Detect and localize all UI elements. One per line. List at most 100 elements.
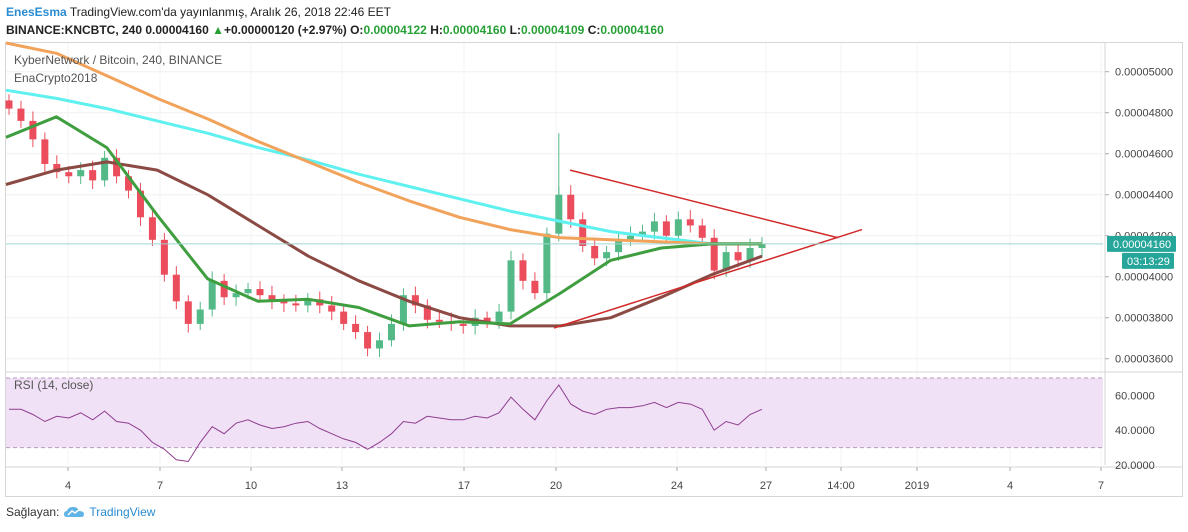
time-tick-label: 24 xyxy=(671,480,683,492)
time-tick-label: 10 xyxy=(245,480,257,492)
rsi-label: RSI (14, close) xyxy=(14,378,94,392)
price-tick-label: 0.00005000 xyxy=(1115,67,1173,79)
candle-body xyxy=(29,120,37,140)
candle-body xyxy=(232,293,240,298)
author-name[interactable]: EnesEsma xyxy=(6,5,67,19)
price-chart[interactable]: 0.00005000 0.00004800 0.00004600 0.00004400… xyxy=(0,0,1188,500)
low-label: L: xyxy=(509,23,521,37)
published-text: TradingView.com'da yayınlanmış, Aralık 2… xyxy=(66,5,391,19)
moving-average-0 xyxy=(5,88,762,246)
publish-line: EnesEsma TradingView.com'da yayınlanmış,… xyxy=(6,5,391,19)
candle-body xyxy=(17,108,25,121)
moving-average-2 xyxy=(5,160,763,328)
candle-body xyxy=(519,260,527,281)
candle-body xyxy=(101,157,109,181)
candle-body xyxy=(256,289,264,296)
candle-body xyxy=(459,323,467,326)
rsi-tick-label: 20.0000 xyxy=(1115,460,1155,472)
candle-body xyxy=(304,299,312,306)
candles xyxy=(5,94,766,358)
candle-body xyxy=(615,239,623,253)
price-tick-label: 0.00004800 xyxy=(1115,108,1173,120)
candle-body xyxy=(340,311,348,324)
last-price-tag xyxy=(1107,235,1176,252)
price-tick-label: 0.00003800 xyxy=(1115,313,1173,325)
candle-body xyxy=(627,235,635,240)
candle-body xyxy=(160,239,168,275)
close-value: 0.00004160 xyxy=(600,23,664,37)
candle-body xyxy=(698,225,706,238)
candle-body xyxy=(483,317,491,322)
candle-body xyxy=(579,219,587,246)
up-arrow-icon: ▲ xyxy=(212,23,224,37)
candle-body xyxy=(555,194,563,234)
moving-average-3 xyxy=(5,115,762,328)
chart-title: KyberNetwork / Bitcoin, 240, BINANCE xyxy=(14,53,223,67)
change-text: +0.00000120 (+2.97%) xyxy=(223,23,347,37)
countdown-label: 03:13:29 xyxy=(1127,256,1170,268)
candle-body xyxy=(495,311,503,322)
tradingview-brand[interactable]: TradingView xyxy=(89,505,156,519)
candle-body xyxy=(244,289,252,294)
time-tick-label: 13 xyxy=(336,480,348,492)
open-value: 0.00004122 xyxy=(363,23,427,37)
candle-body xyxy=(734,252,742,261)
candle-body xyxy=(184,301,192,324)
candle-body xyxy=(722,252,730,271)
time-tick-label: 27 xyxy=(760,480,772,492)
trendline-lower xyxy=(553,228,863,329)
moving-average-1 xyxy=(5,41,762,246)
candle-body xyxy=(53,163,61,173)
time-tick-label: 2019 xyxy=(905,480,929,492)
candle-body xyxy=(758,243,766,249)
candle-body xyxy=(710,237,718,271)
candle-body xyxy=(746,248,754,261)
candle-body xyxy=(292,303,300,306)
time-tick-label: 7 xyxy=(1098,480,1104,492)
candle-body xyxy=(411,295,419,306)
candle-body xyxy=(328,305,336,312)
candle-body xyxy=(125,176,133,191)
rsi-band xyxy=(6,378,1103,448)
candle-body xyxy=(399,295,407,324)
high-label: H: xyxy=(430,23,443,37)
chart-subtitle: EnaCrypto2018 xyxy=(14,71,98,85)
symbol-prefix: BINANCE:KNCBTC, 240 0.00004160 xyxy=(6,23,213,37)
candle-body xyxy=(591,245,599,259)
candle-body xyxy=(662,221,670,236)
high-value: 0.00004160 xyxy=(442,23,507,37)
time-tick-label: 20 xyxy=(550,480,562,492)
close-label: C: xyxy=(587,23,601,37)
price-tick-label: 0.00004400 xyxy=(1115,190,1173,202)
candle-body xyxy=(148,217,156,240)
time-tick-label: 4 xyxy=(65,480,71,492)
candle-body xyxy=(543,233,551,294)
open-label: O: xyxy=(350,23,364,37)
candle-body xyxy=(268,295,276,302)
time-tick-label: 17 xyxy=(458,480,470,492)
candle-body xyxy=(196,309,204,324)
candle-body xyxy=(208,280,216,310)
candle-body xyxy=(113,157,121,177)
low-value: 0.00004109 xyxy=(520,23,585,37)
candle-body xyxy=(5,100,13,109)
candle-body xyxy=(567,194,575,220)
candle-body xyxy=(41,139,49,164)
rsi-tick-label: 60.0000 xyxy=(1115,390,1155,402)
price-tick-label: 0.00003600 xyxy=(1115,354,1173,366)
candle-body xyxy=(686,219,694,226)
time-tick-label: 4 xyxy=(1007,480,1013,492)
candle-body xyxy=(352,323,360,333)
candle-body xyxy=(136,190,144,218)
rsi-tick-label: 40.0000 xyxy=(1115,425,1155,437)
last-price-tag-label: 0.00004160 xyxy=(1113,239,1171,251)
trendline-upper xyxy=(569,169,839,239)
candle-body xyxy=(387,323,395,341)
candle-body xyxy=(603,252,611,259)
candle-body xyxy=(77,170,85,177)
time-tick-label: 7 xyxy=(157,480,163,492)
candle-body xyxy=(220,280,228,298)
footer: Sağlayan: TradingView xyxy=(6,505,155,519)
provided-by-label: Sağlayan: xyxy=(6,505,60,519)
candle-body xyxy=(364,332,372,349)
